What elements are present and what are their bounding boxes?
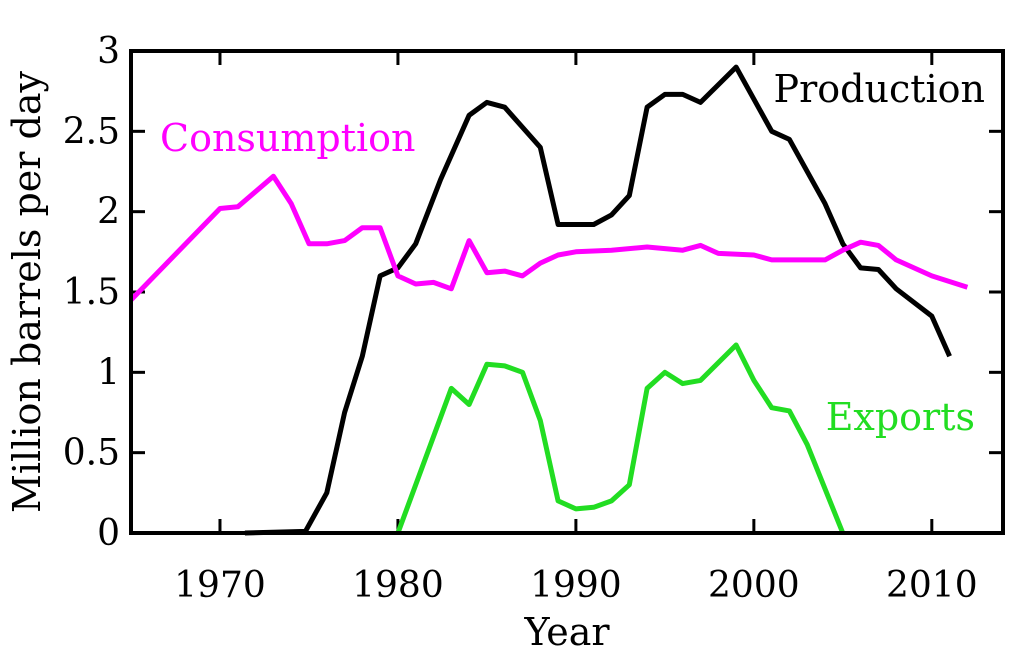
y-tick-label: 0: [97, 513, 120, 554]
y-tick-label: 2: [97, 192, 120, 233]
series-lines: [129, 64, 969, 536]
y-tick-label: 0.5: [63, 433, 120, 474]
series-label-exports: Exports: [826, 395, 975, 439]
x-tick-label: 1990: [530, 565, 622, 606]
y-tick-label: 1: [97, 352, 120, 393]
series-line-production: [244, 64, 952, 536]
x-tick-label: 2000: [708, 565, 800, 606]
y-tick-label: 1.5: [63, 272, 120, 313]
y-tick-label: 2.5: [63, 111, 120, 152]
axis-ticks: 1970 1980 1990 2000 2010 0 0.5 1 1.5 2 2.5 3: [63, 31, 1003, 606]
series-label-consumption: Consumption: [160, 116, 416, 160]
plot-frame: [129, 49, 1005, 535]
series-line-exports: [395, 342, 846, 534]
x-tick-label: 1980: [352, 565, 444, 606]
y-axis-label: Million barrels per day: [5, 70, 49, 513]
x-tick-label: 1970: [174, 565, 266, 606]
series-line-consumption: [129, 173, 969, 302]
series-label-production: Production: [774, 67, 985, 111]
x-axis-label: Year: [523, 610, 610, 649]
x-tick-label: 2010: [886, 565, 978, 606]
y-tick-label: 3: [97, 31, 120, 72]
